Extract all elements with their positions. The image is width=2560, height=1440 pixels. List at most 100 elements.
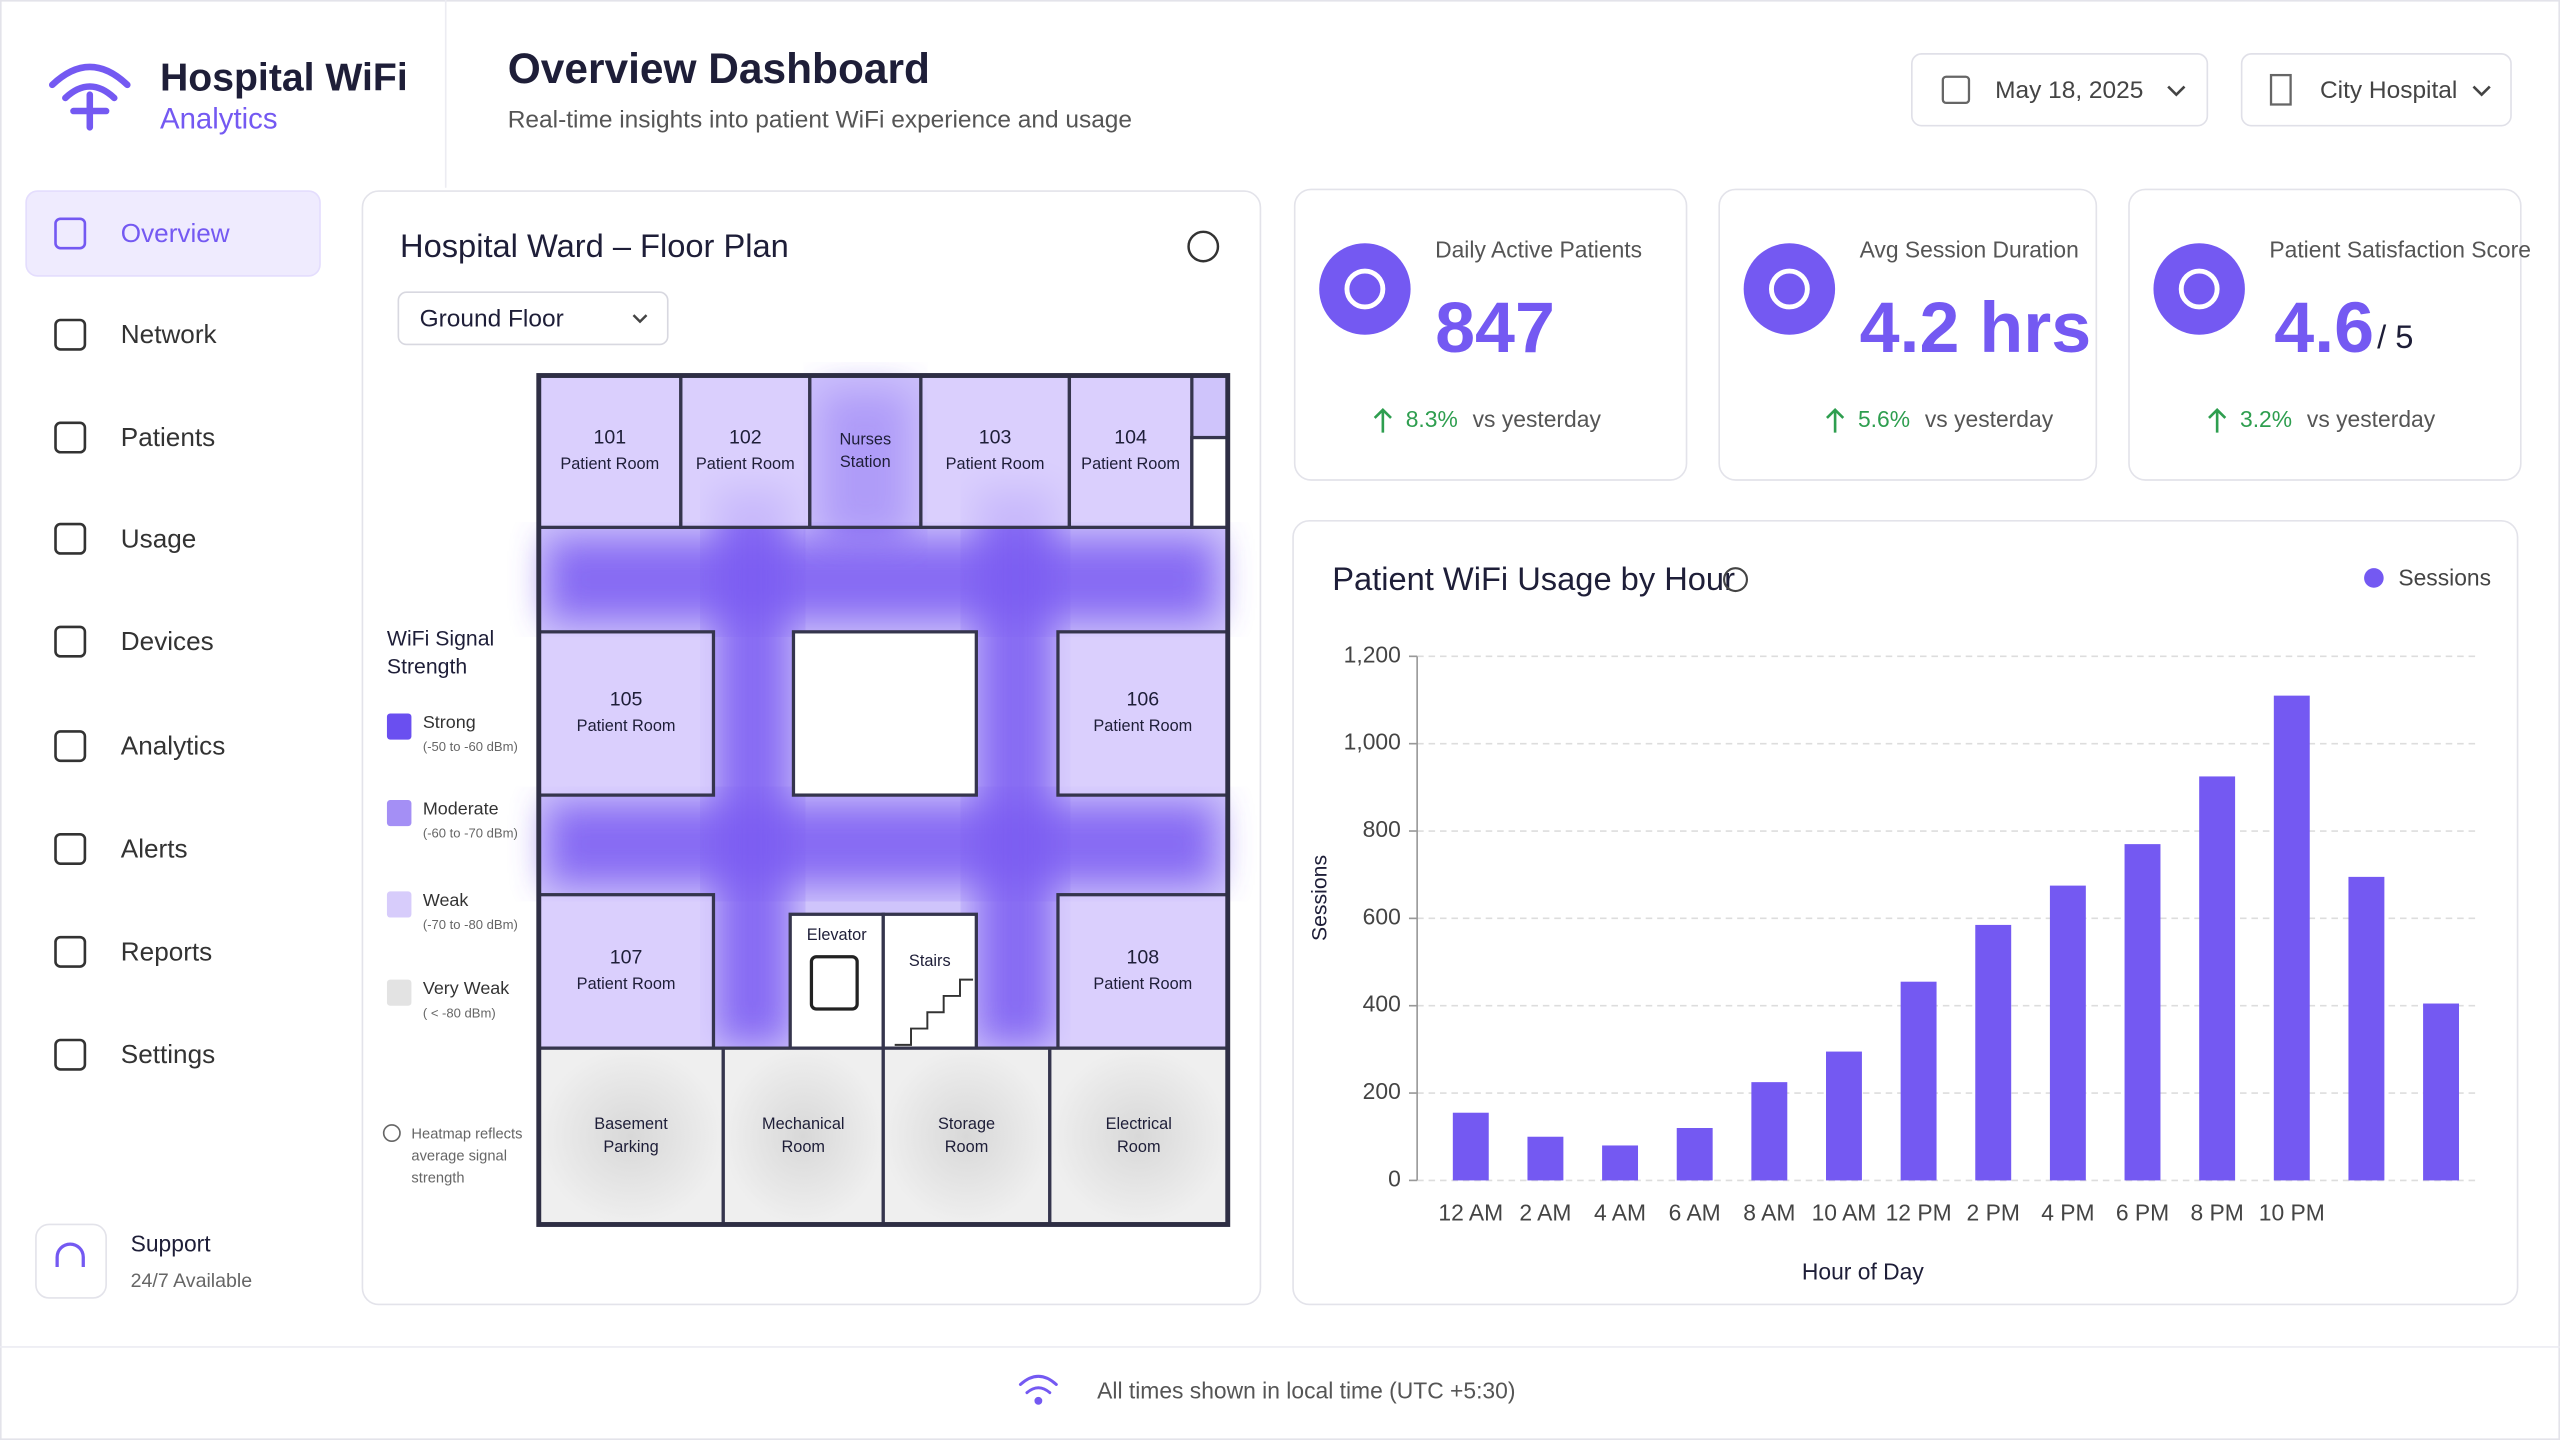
kpi-value: 847: [1435, 288, 1555, 368]
bar: [2423, 1003, 2460, 1181]
y-tick-label: 0: [1388, 1165, 1401, 1191]
up-arrow: [2208, 407, 2227, 433]
nav-icon: [54, 421, 87, 454]
legend-name: Strong: [423, 712, 476, 732]
kpi-change: 8.3%: [1406, 406, 1458, 432]
y-tick-label: 800: [1363, 816, 1401, 842]
bar-chart: 0 200 400 600 800 1,000 1,200 Sessions 12 AM 2 AM…: [1344, 565, 2491, 1226]
room: [1056, 630, 1230, 797]
page-title: Overview Dashboard: [508, 45, 930, 92]
page-subtitle: Real-time insights into patient WiFi exp…: [508, 106, 1132, 133]
chart-card: [1292, 520, 2519, 1306]
x-tick-label: 4 PM: [2041, 1200, 2094, 1226]
legend-swatch: [386, 891, 412, 918]
bar: [1900, 981, 1937, 1181]
kpi-label: Patient Satisfaction Score: [2269, 236, 2531, 262]
room: [679, 373, 812, 529]
floor-plan-title: Hospital Ward – Floor Plan: [400, 227, 789, 264]
room-label: Patient Room: [560, 455, 659, 473]
headset: [55, 1242, 85, 1267]
sidebar-nav: Overview Network Patients Usage Devices Analy…: [25, 190, 321, 1071]
up-arrow: [1373, 407, 1392, 433]
room: [537, 373, 683, 529]
legend-title: Strength: [387, 655, 467, 678]
area-label: Basement: [594, 1115, 668, 1133]
x-tick-label: 2 PM: [1967, 1200, 2020, 1226]
y-tick-label: 200: [1363, 1078, 1401, 1104]
x-tick-label: 2 AM: [1519, 1200, 1571, 1226]
logo: [48, 63, 131, 131]
legend-swatch: [386, 713, 412, 740]
nav-active[interactable]: [25, 190, 321, 277]
kpi-row: Daily Active Patients 847 8.3% vs yesterday…: [1293, 188, 2531, 481]
area: [808, 373, 923, 529]
brand-name: Hospital WiFi: [160, 56, 408, 99]
kpi-icon-glyph: [1768, 268, 1810, 310]
legend-note: strength: [411, 1171, 464, 1187]
area-label: Room: [782, 1138, 826, 1156]
y-tick-label: 1,000: [1344, 729, 1401, 755]
x-tick-label: 10 PM: [2259, 1200, 2325, 1226]
center-block: [791, 630, 978, 797]
room-label: Patient Room: [946, 455, 1045, 473]
room-number: 106: [1127, 689, 1160, 711]
bar: [1826, 1051, 1862, 1181]
chart-title: Patient WiFi Usage by Hour: [1332, 560, 1735, 597]
nav-item[interactable]: Analytics: [121, 731, 225, 761]
bar: [1751, 1082, 1788, 1181]
footer-note: All times shown in local time (UTC +5:30…: [1097, 1378, 1515, 1404]
bar: [1676, 1128, 1713, 1181]
chevron: [632, 314, 648, 324]
legend-name: Moderate: [423, 799, 499, 819]
area-label: Room: [945, 1138, 989, 1156]
bar: [1527, 1136, 1564, 1181]
support-icon[interactable]: [35, 1223, 107, 1299]
nav-item[interactable]: Usage: [121, 523, 196, 553]
date-picker[interactable]: [1911, 53, 2209, 127]
kpi-icon-glyph: [2178, 268, 2220, 310]
kpi-label: Avg Session Duration: [1860, 236, 2079, 262]
room: [1056, 893, 1230, 1050]
area-label: Stairs: [909, 952, 951, 970]
floor-select[interactable]: [397, 291, 669, 346]
kpi-compare: vs yesterday: [1473, 406, 1602, 432]
bar: [1975, 924, 2012, 1181]
location-picker[interactable]: [2240, 53, 2512, 127]
room-number: 103: [979, 427, 1012, 449]
bar: [2124, 844, 2161, 1181]
area-label: Electrical: [1106, 1115, 1172, 1133]
bar: [1602, 1145, 1639, 1181]
support-title: Support: [131, 1231, 212, 1257]
nav-icon: [54, 1038, 87, 1071]
up-arrow: [1826, 407, 1845, 433]
bar: [1452, 1112, 1489, 1181]
info-icon[interactable]: [1723, 567, 1748, 593]
heat-zone: [546, 538, 1217, 621]
area-label: Station: [840, 453, 891, 471]
heat-zone: [546, 803, 1217, 885]
nav-item[interactable]: Settings: [121, 1039, 215, 1069]
room-number: 101: [593, 427, 626, 449]
legend-range: (-50 to -60 dBm): [423, 739, 518, 754]
info-icon: [382, 1124, 401, 1143]
kpi-value: 4.2 hrs: [1860, 288, 2092, 368]
area-label: Parking: [603, 1138, 658, 1156]
nav-item[interactable]: Network: [121, 319, 218, 349]
nav-item[interactable]: Alerts: [121, 834, 188, 864]
floor-plan: 101 Patient Room 102 Patient Room 103 Patient…: [536, 373, 1231, 1227]
nav-item[interactable]: Reports: [121, 936, 212, 966]
nav-item[interactable]: Devices: [121, 626, 214, 656]
nav-icon: [54, 730, 87, 763]
info-icon[interactable]: [1187, 230, 1220, 263]
nav-item[interactable]: Patients: [121, 422, 215, 452]
kpi-compare: vs yesterday: [2307, 406, 2436, 432]
bar: [2199, 776, 2236, 1181]
x-tick-label: 4 AM: [1594, 1200, 1646, 1226]
nav-icon: [54, 318, 87, 351]
room-number: 105: [610, 689, 643, 711]
nav-item[interactable]: Overview: [121, 218, 230, 248]
bar: [2348, 876, 2385, 1181]
room: [537, 630, 716, 797]
